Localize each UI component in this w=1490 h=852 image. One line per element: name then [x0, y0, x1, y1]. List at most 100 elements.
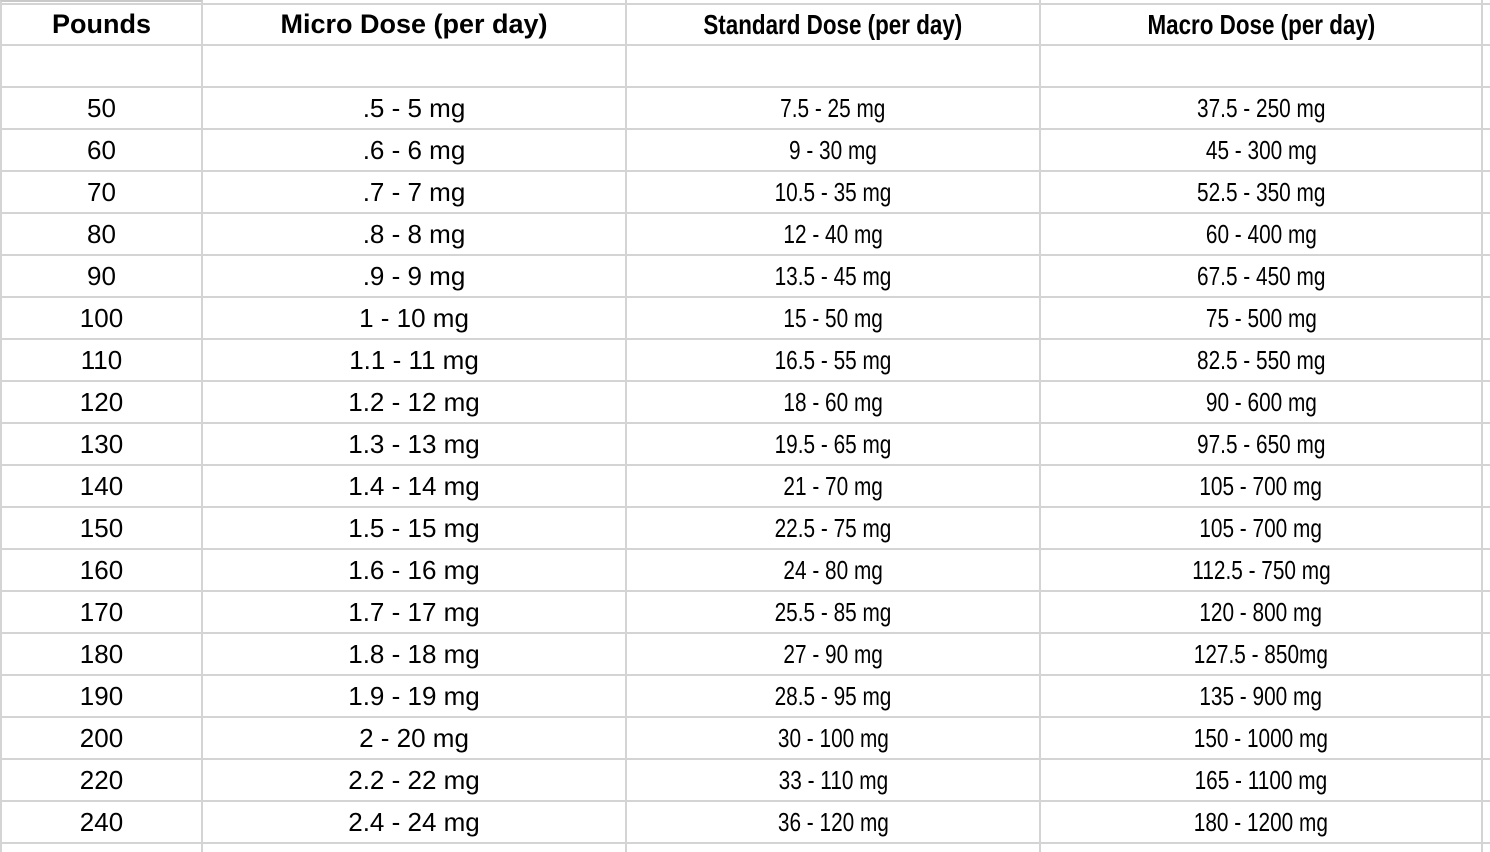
cell-micro-dose[interactable]: .6 - 6 mg	[203, 130, 627, 172]
cell-macro-dose[interactable]: 120 - 800 mg	[1041, 592, 1483, 634]
cell-pounds[interactable]: 60	[0, 130, 203, 172]
partial-cell	[1483, 550, 1490, 592]
table-row: 120 1.2 - 12 mg 18 - 60 mg 90 - 600 mg	[0, 382, 1490, 424]
cell-standard-dose[interactable]: 15 - 50 mg	[627, 298, 1041, 340]
cell-macro-dose[interactable]: 150 - 1000 mg	[1041, 718, 1483, 760]
cell-text: .5 - 5 mg	[362, 92, 466, 123]
table-row: 190 1.9 - 19 mg 28.5 - 95 mg 135 - 900 mg	[0, 676, 1490, 718]
cell-standard-dose[interactable]: 19.5 - 65 mg	[627, 424, 1041, 466]
cell-macro-dose[interactable]: 37.5 - 250 mg	[1041, 88, 1483, 130]
cell-standard-dose[interactable]: 7.5 - 25 mg	[627, 88, 1041, 130]
cell-macro-dose[interactable]: 82.5 - 550 mg	[1041, 340, 1483, 382]
cell-text: 150	[79, 512, 124, 543]
cell-micro-dose[interactable]: 1.7 - 17 mg	[203, 592, 627, 634]
cell-text: 9 - 30 mg	[789, 134, 877, 165]
cell-text: 82.5 - 550 mg	[1196, 344, 1326, 375]
header-cell-macro-dose[interactable]: Macro Dose (per day)	[1041, 5, 1483, 46]
cell-standard-dose[interactable]: 27 - 90 mg	[627, 634, 1041, 676]
cell-text: 52.5 - 350 mg	[1196, 176, 1326, 207]
cell-macro-dose[interactable]: 90 - 600 mg	[1041, 382, 1483, 424]
empty-cell[interactable]	[627, 46, 1041, 88]
cell-pounds[interactable]: 120	[0, 382, 203, 424]
cell-micro-dose[interactable]: .8 - 8 mg	[203, 214, 627, 256]
cell-standard-dose[interactable]: 21 - 70 mg	[627, 466, 1041, 508]
cell-standard-dose[interactable]: 22.5 - 75 mg	[627, 508, 1041, 550]
cell-standard-dose[interactable]: 12 - 40 mg	[627, 214, 1041, 256]
cell-macro-dose[interactable]: 97.5 - 650 mg	[1041, 424, 1483, 466]
partial-cell	[1483, 256, 1490, 298]
cell-micro-dose[interactable]: 2 - 20 mg	[203, 718, 627, 760]
cell-micro-dose[interactable]: 1 - 10 mg	[203, 298, 627, 340]
cell-standard-dose[interactable]: 25.5 - 85 mg	[627, 592, 1041, 634]
cell-macro-dose[interactable]: 45 - 300 mg	[1041, 130, 1483, 172]
cell-standard-dose[interactable]: 30 - 100 mg	[627, 718, 1041, 760]
cell-micro-dose[interactable]: 2.4 - 24 mg	[203, 802, 627, 844]
cell-standard-dose[interactable]: 28.5 - 95 mg	[627, 676, 1041, 718]
empty-cell[interactable]	[0, 46, 203, 88]
cell-standard-dose[interactable]: 24 - 80 mg	[627, 550, 1041, 592]
header-cell-micro-dose[interactable]: Micro Dose (per day)	[203, 5, 627, 46]
cell-micro-dose[interactable]: 2.2 - 22 mg	[203, 760, 627, 802]
cell-standard-dose[interactable]: 36 - 120 mg	[627, 802, 1041, 844]
cell-micro-dose[interactable]: .9 - 9 mg	[203, 256, 627, 298]
cell-pounds[interactable]: 90	[0, 256, 203, 298]
cell-pounds[interactable]: 70	[0, 172, 203, 214]
cell-text: 110	[80, 344, 123, 375]
partial-cell	[1483, 718, 1490, 760]
cell-pounds[interactable]: 110	[0, 340, 203, 382]
cell-macro-dose[interactable]: 127.5 - 850mg	[1041, 634, 1483, 676]
cell-pounds[interactable]: 150	[0, 508, 203, 550]
cell-pounds[interactable]: 240	[0, 802, 203, 844]
partial-cell	[1483, 802, 1490, 844]
cell-micro-dose[interactable]: 1.4 - 14 mg	[203, 466, 627, 508]
cell-macro-dose[interactable]: 112.5 - 750 mg	[1041, 550, 1483, 592]
cell-micro-dose[interactable]: 1.6 - 16 mg	[203, 550, 627, 592]
cell-standard-dose[interactable]: 13.5 - 45 mg	[627, 256, 1041, 298]
partial-cell	[203, 0, 627, 5]
empty-cell[interactable]	[203, 46, 627, 88]
empty-row	[0, 46, 1490, 88]
empty-cell[interactable]	[1041, 46, 1483, 88]
cell-micro-dose[interactable]: 1.3 - 13 mg	[203, 424, 627, 466]
cell-macro-dose[interactable]: 105 - 700 mg	[1041, 508, 1483, 550]
cell-macro-dose[interactable]: 165 - 1100 mg	[1041, 760, 1483, 802]
cell-pounds[interactable]: 140	[0, 466, 203, 508]
cell-macro-dose[interactable]: 67.5 - 450 mg	[1041, 256, 1483, 298]
cell-text: 7.5 - 25 mg	[780, 92, 886, 123]
cell-text: 24 - 80 mg	[783, 554, 883, 585]
cell-macro-dose[interactable]: 180 - 1200 mg	[1041, 802, 1483, 844]
cell-pounds[interactable]: 190	[0, 676, 203, 718]
header-cell-pounds[interactable]: Pounds	[0, 5, 203, 46]
cell-micro-dose[interactable]: 1.8 - 18 mg	[203, 634, 627, 676]
cell-macro-dose[interactable]: 135 - 900 mg	[1041, 676, 1483, 718]
cell-micro-dose[interactable]: 1.1 - 11 mg	[203, 340, 627, 382]
cell-macro-dose[interactable]: 105 - 700 mg	[1041, 466, 1483, 508]
cell-standard-dose[interactable]: 18 - 60 mg	[627, 382, 1041, 424]
cell-standard-dose[interactable]: 33 - 110 mg	[627, 760, 1041, 802]
cell-pounds[interactable]: 100	[0, 298, 203, 340]
cell-micro-dose[interactable]: 1.5 - 15 mg	[203, 508, 627, 550]
cell-text: 120 - 800 mg	[1199, 596, 1323, 627]
cell-pounds[interactable]: 160	[0, 550, 203, 592]
cell-macro-dose[interactable]: 75 - 500 mg	[1041, 298, 1483, 340]
header-cell-standard-dose[interactable]: Standard Dose (per day)	[627, 5, 1041, 46]
partial-cell	[1483, 340, 1490, 382]
cell-micro-dose[interactable]: 1.2 - 12 mg	[203, 382, 627, 424]
cell-standard-dose[interactable]: 9 - 30 mg	[627, 130, 1041, 172]
cell-pounds[interactable]: 80	[0, 214, 203, 256]
cell-micro-dose[interactable]: .5 - 5 mg	[203, 88, 627, 130]
table-row: 80 .8 - 8 mg 12 - 40 mg 60 - 400 mg	[0, 214, 1490, 256]
cell-macro-dose[interactable]: 52.5 - 350 mg	[1041, 172, 1483, 214]
cell-pounds[interactable]: 200	[0, 718, 203, 760]
cell-text: 2.2 - 22 mg	[348, 764, 480, 795]
cell-pounds[interactable]: 130	[0, 424, 203, 466]
cell-pounds[interactable]: 50	[0, 88, 203, 130]
cell-micro-dose[interactable]: .7 - 7 mg	[203, 172, 627, 214]
cell-micro-dose[interactable]: 1.9 - 19 mg	[203, 676, 627, 718]
cell-standard-dose[interactable]: 16.5 - 55 mg	[627, 340, 1041, 382]
cell-macro-dose[interactable]: 60 - 400 mg	[1041, 214, 1483, 256]
cell-pounds[interactable]: 180	[0, 634, 203, 676]
cell-pounds[interactable]: 170	[0, 592, 203, 634]
cell-standard-dose[interactable]: 10.5 - 35 mg	[627, 172, 1041, 214]
cell-pounds[interactable]: 220	[0, 760, 203, 802]
